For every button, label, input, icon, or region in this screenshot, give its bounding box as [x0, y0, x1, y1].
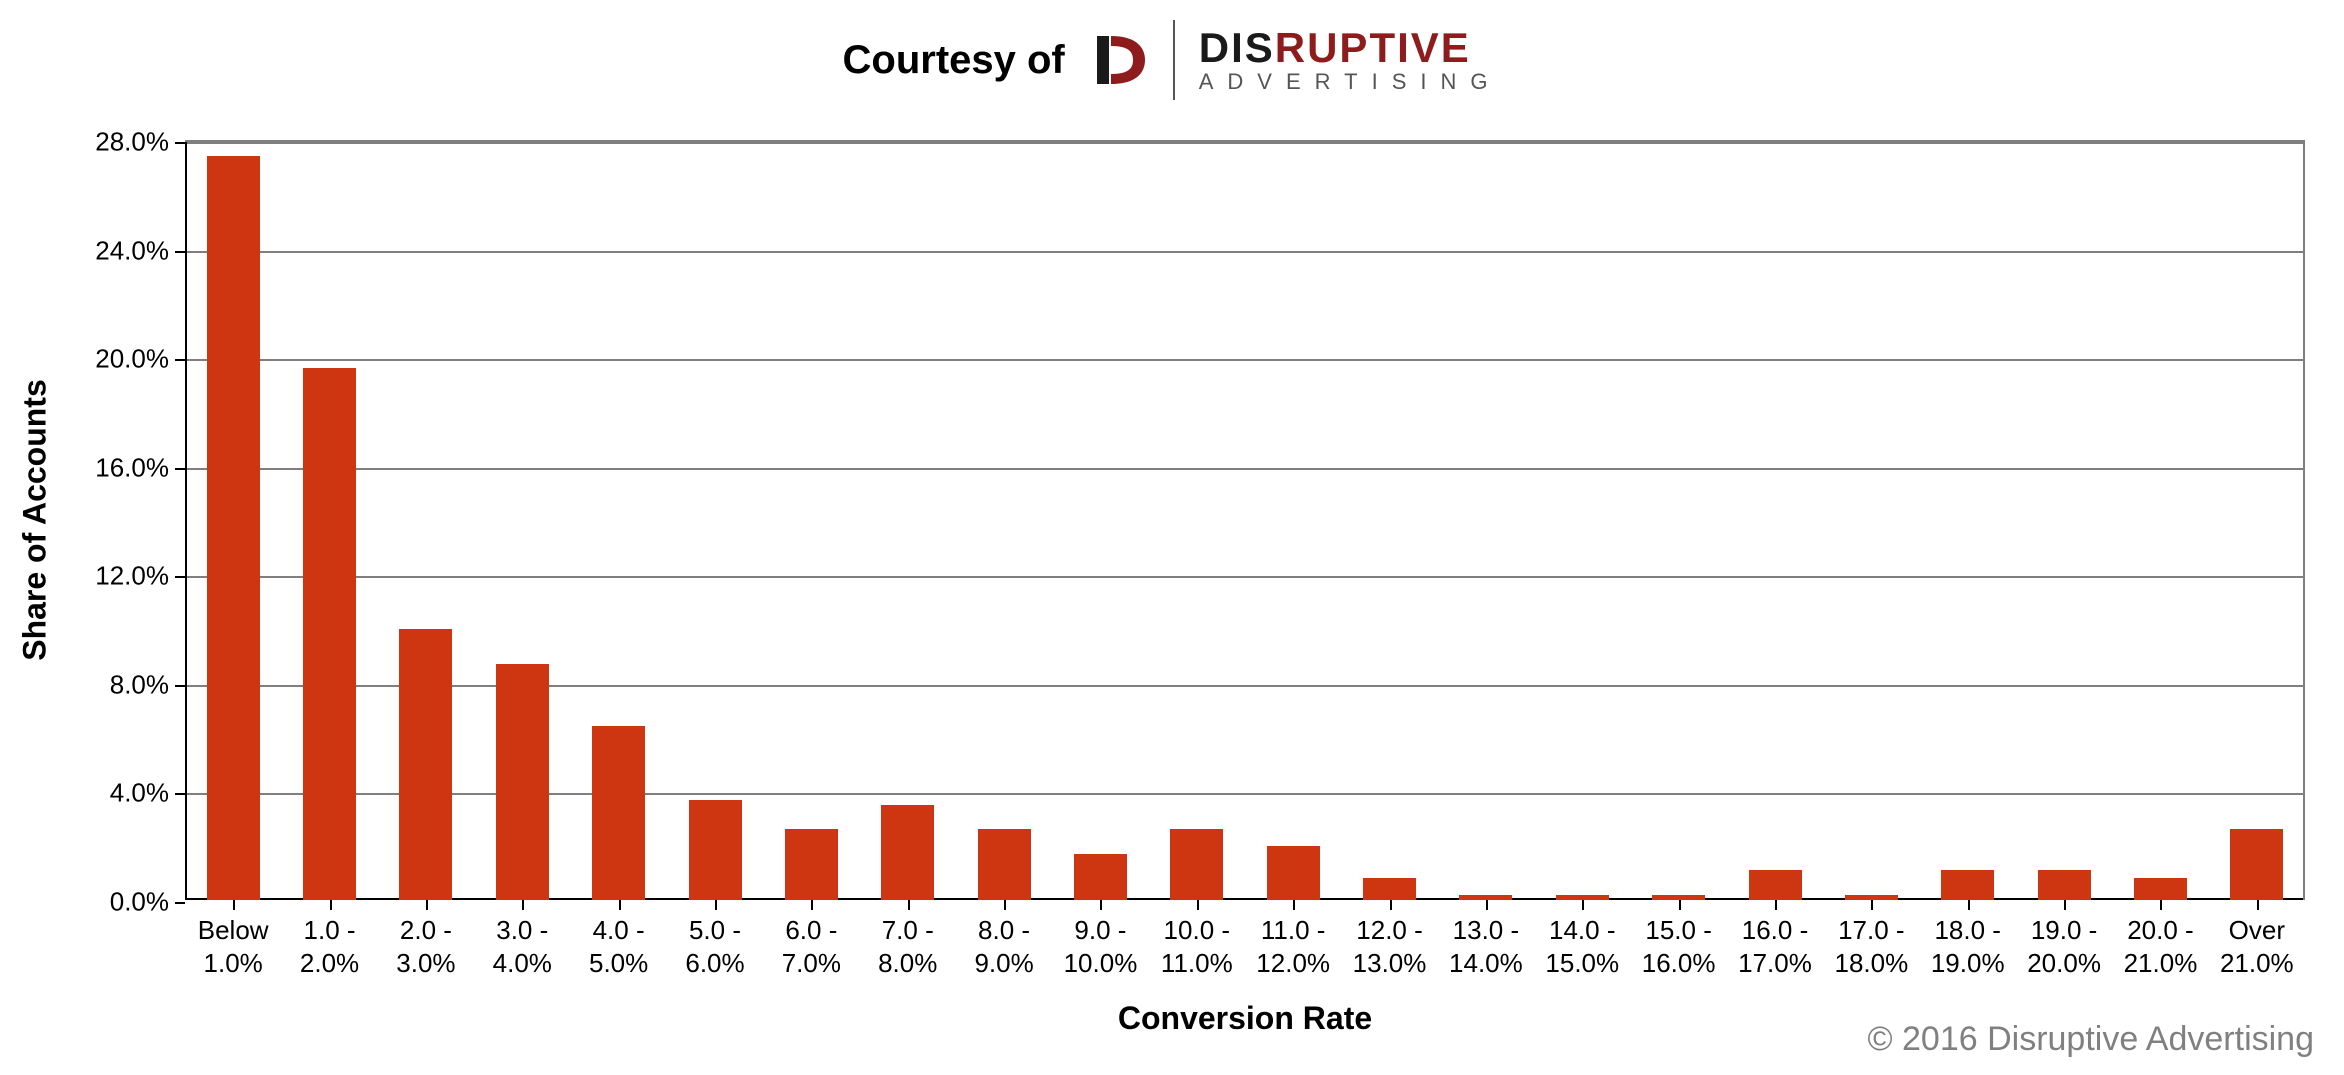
- header: Courtesy of DISRUPTIVE ADVERTISING: [0, 20, 2344, 110]
- x-tick-label: 20.0 - 21.0%: [2124, 900, 2198, 979]
- y-tick-label: 12.0%: [95, 561, 185, 592]
- x-tick-label: 16.0 - 17.0%: [1738, 900, 1812, 979]
- x-tick-label: 18.0 - 19.0%: [1931, 900, 2005, 979]
- brand-logo: DISRUPTIVE ADVERTISING: [1089, 20, 1502, 100]
- brand-wordmark: DISRUPTIVE ADVERTISING: [1199, 27, 1502, 93]
- bar: [2134, 878, 2187, 900]
- bar: [1363, 878, 1416, 900]
- bar: [785, 829, 838, 900]
- x-tick-label: 19.0 - 20.0%: [2027, 900, 2101, 979]
- brand-word-dark: DIS: [1199, 24, 1275, 71]
- x-tick-label: 8.0 - 9.0%: [974, 900, 1033, 979]
- y-tick-label: 24.0%: [95, 235, 185, 266]
- x-axis-title: Conversion Rate: [1118, 1000, 1372, 1037]
- x-tick-label: 5.0 - 6.0%: [685, 900, 744, 979]
- brand-divider: [1173, 20, 1175, 100]
- bar: [689, 800, 742, 900]
- header-inner: Courtesy of DISRUPTIVE ADVERTISING: [843, 20, 1502, 100]
- x-tick-label: 13.0 - 14.0%: [1449, 900, 1523, 979]
- x-tick-label: 17.0 - 18.0%: [1834, 900, 1908, 979]
- x-tick-label: 10.0 - 11.0%: [1161, 900, 1233, 979]
- x-tick-label: 4.0 - 5.0%: [589, 900, 648, 979]
- bar: [1074, 854, 1127, 900]
- bar: [496, 664, 549, 900]
- x-tick-label: 6.0 - 7.0%: [782, 900, 841, 979]
- bar: [1170, 829, 1223, 900]
- y-tick-label: 8.0%: [110, 669, 185, 700]
- bar: [207, 156, 260, 900]
- brand-mark-icon: [1089, 30, 1149, 90]
- x-tick-label: 9.0 - 10.0%: [1064, 900, 1138, 979]
- y-axis-title: Share of Accounts: [17, 379, 54, 661]
- x-tick-label: 7.0 - 8.0%: [878, 900, 937, 979]
- x-tick-label: 12.0 - 13.0%: [1353, 900, 1427, 979]
- bar: [1941, 870, 1994, 900]
- bar: [881, 805, 934, 900]
- y-tick-label: 4.0%: [110, 778, 185, 809]
- bar: [1749, 870, 1802, 900]
- bar: [303, 368, 356, 900]
- bar: [978, 829, 1031, 900]
- bar: [399, 629, 452, 900]
- bar: [592, 726, 645, 900]
- bar-chart: 0.0%4.0%8.0%12.0%16.0%20.0%24.0%28.0%Bel…: [185, 140, 2305, 900]
- y-tick-label: 0.0%: [110, 887, 185, 918]
- bar: [2230, 829, 2283, 900]
- brand-word-red: RUPTIVE: [1275, 24, 1471, 71]
- x-tick-label: 1.0 - 2.0%: [300, 900, 359, 979]
- y-tick-label: 28.0%: [95, 127, 185, 158]
- x-tick-label: 14.0 - 15.0%: [1545, 900, 1619, 979]
- plot-area: 0.0%4.0%8.0%12.0%16.0%20.0%24.0%28.0%Bel…: [185, 140, 2305, 900]
- page-root: Courtesy of DISRUPTIVE ADVERTISING: [0, 0, 2344, 1075]
- copyright-label: © 2016 Disruptive Advertising: [1868, 1020, 2315, 1059]
- bars-container: [185, 142, 2303, 900]
- x-tick-label: 3.0 - 4.0%: [493, 900, 552, 979]
- bar: [2038, 870, 2091, 900]
- x-tick-label: 15.0 - 16.0%: [1642, 900, 1716, 979]
- x-tick-label: 2.0 - 3.0%: [396, 900, 455, 979]
- brand-word-sub: ADVERTISING: [1199, 71, 1502, 93]
- y-tick-label: 20.0%: [95, 344, 185, 375]
- brand-word-top: DISRUPTIVE: [1199, 27, 1471, 69]
- x-tick-label: Below 1.0%: [198, 900, 269, 979]
- x-tick-label: 11.0 - 12.0%: [1256, 900, 1330, 979]
- courtesy-label: Courtesy of: [843, 38, 1065, 83]
- x-tick-label: Over 21.0%: [2220, 900, 2294, 979]
- bar: [1267, 846, 1320, 900]
- y-tick-label: 16.0%: [95, 452, 185, 483]
